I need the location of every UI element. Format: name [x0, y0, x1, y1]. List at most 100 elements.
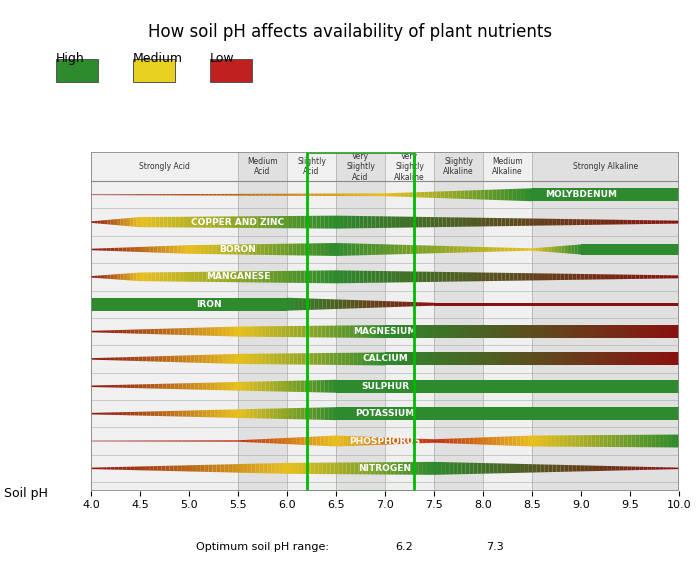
- Polygon shape: [158, 466, 162, 471]
- Polygon shape: [226, 271, 230, 282]
- Polygon shape: [387, 271, 391, 283]
- Polygon shape: [530, 352, 534, 365]
- Polygon shape: [143, 440, 146, 442]
- Polygon shape: [289, 381, 293, 392]
- Polygon shape: [474, 407, 478, 420]
- Polygon shape: [95, 298, 99, 311]
- Polygon shape: [425, 192, 428, 198]
- Polygon shape: [174, 411, 179, 416]
- Polygon shape: [577, 352, 581, 365]
- Polygon shape: [573, 407, 577, 420]
- Polygon shape: [418, 302, 422, 306]
- Polygon shape: [608, 325, 612, 338]
- Polygon shape: [592, 435, 596, 447]
- Polygon shape: [568, 274, 573, 280]
- Text: Slightly
Acid: Slightly Acid: [297, 157, 326, 177]
- Polygon shape: [183, 272, 187, 281]
- Polygon shape: [538, 352, 542, 365]
- Polygon shape: [213, 245, 217, 254]
- Polygon shape: [216, 298, 221, 311]
- Polygon shape: [127, 330, 131, 333]
- Polygon shape: [248, 244, 253, 255]
- Polygon shape: [155, 384, 158, 389]
- Polygon shape: [234, 409, 238, 418]
- Polygon shape: [303, 462, 307, 474]
- Polygon shape: [101, 275, 104, 279]
- Polygon shape: [167, 328, 171, 334]
- Polygon shape: [532, 435, 536, 447]
- Polygon shape: [379, 462, 382, 474]
- Polygon shape: [489, 303, 493, 306]
- Polygon shape: [201, 298, 204, 311]
- Polygon shape: [333, 325, 337, 338]
- Polygon shape: [596, 380, 600, 393]
- Polygon shape: [465, 191, 468, 199]
- Polygon shape: [270, 326, 274, 337]
- Polygon shape: [513, 303, 517, 306]
- Polygon shape: [248, 298, 252, 311]
- Polygon shape: [345, 325, 349, 338]
- Polygon shape: [316, 216, 321, 228]
- Polygon shape: [393, 352, 397, 365]
- Polygon shape: [201, 245, 205, 254]
- Polygon shape: [459, 352, 463, 365]
- Polygon shape: [517, 436, 520, 446]
- Polygon shape: [122, 330, 127, 333]
- Polygon shape: [382, 301, 386, 307]
- Polygon shape: [270, 439, 273, 443]
- Polygon shape: [541, 274, 545, 280]
- Polygon shape: [337, 353, 342, 365]
- Polygon shape: [352, 407, 356, 420]
- Polygon shape: [162, 466, 165, 471]
- Polygon shape: [305, 353, 309, 365]
- Polygon shape: [401, 193, 405, 197]
- Polygon shape: [111, 298, 115, 311]
- Polygon shape: [393, 193, 397, 197]
- Polygon shape: [305, 326, 309, 337]
- Polygon shape: [178, 440, 183, 442]
- Polygon shape: [608, 435, 612, 447]
- Polygon shape: [557, 352, 561, 365]
- Polygon shape: [664, 244, 667, 254]
- Polygon shape: [437, 191, 440, 198]
- Polygon shape: [399, 217, 403, 228]
- Polygon shape: [659, 325, 664, 338]
- Polygon shape: [604, 407, 608, 420]
- Polygon shape: [314, 353, 318, 365]
- Polygon shape: [592, 274, 596, 280]
- Polygon shape: [604, 466, 608, 471]
- Polygon shape: [616, 380, 620, 393]
- Polygon shape: [584, 303, 588, 306]
- Polygon shape: [533, 464, 537, 473]
- Polygon shape: [114, 219, 117, 225]
- Polygon shape: [350, 193, 354, 196]
- Polygon shape: [299, 193, 302, 196]
- Polygon shape: [620, 407, 624, 420]
- Polygon shape: [655, 435, 659, 447]
- Polygon shape: [675, 434, 679, 447]
- Polygon shape: [440, 325, 444, 338]
- Polygon shape: [144, 217, 148, 227]
- Polygon shape: [420, 325, 424, 338]
- Polygon shape: [273, 271, 277, 283]
- Polygon shape: [146, 194, 150, 195]
- Polygon shape: [246, 271, 250, 283]
- Polygon shape: [165, 298, 169, 311]
- Polygon shape: [213, 465, 216, 472]
- Polygon shape: [290, 353, 293, 364]
- Polygon shape: [525, 303, 528, 306]
- Polygon shape: [211, 272, 214, 282]
- Polygon shape: [416, 325, 420, 338]
- Polygon shape: [659, 407, 663, 420]
- Polygon shape: [360, 244, 363, 255]
- Polygon shape: [659, 221, 663, 224]
- Polygon shape: [369, 325, 373, 338]
- Polygon shape: [466, 246, 469, 253]
- Polygon shape: [299, 463, 303, 474]
- Polygon shape: [603, 188, 608, 201]
- Polygon shape: [107, 412, 111, 415]
- Polygon shape: [143, 412, 146, 416]
- Polygon shape: [307, 462, 311, 474]
- Polygon shape: [502, 407, 505, 420]
- Polygon shape: [671, 352, 675, 365]
